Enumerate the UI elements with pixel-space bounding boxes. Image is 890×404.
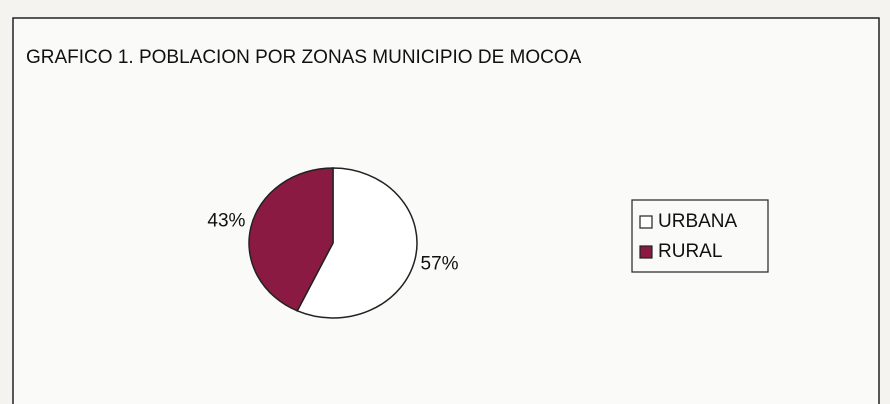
chart-title: GRAFICO 1. POBLACION POR ZONAS MUNICIPIO…: [26, 47, 582, 68]
pie-slice: [296, 167, 418, 319]
pie-slice: [248, 167, 334, 312]
legend-box: [631, 199, 769, 273]
data-label: 57%: [421, 253, 459, 274]
legend-label: URBANA: [658, 211, 738, 232]
data-label: 43%: [207, 211, 245, 232]
legend-swatch: [639, 245, 653, 259]
legend-swatch: [639, 215, 653, 229]
legend-label: RURAL: [658, 241, 722, 262]
